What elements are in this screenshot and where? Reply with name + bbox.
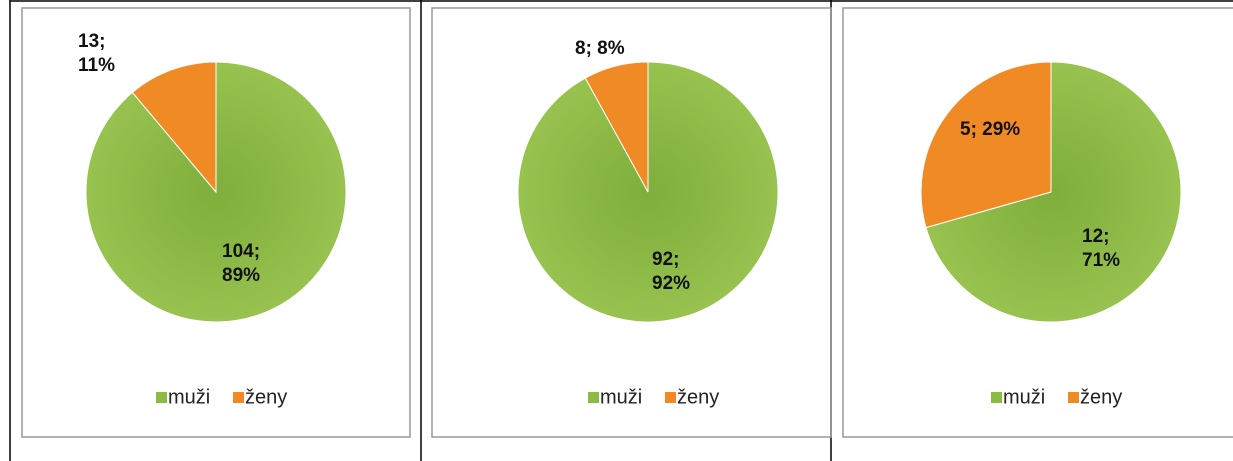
legend-label: muži	[600, 386, 642, 408]
pie-slice	[131, 61, 217, 194]
legend-swatch	[1068, 392, 1079, 403]
legend-swatch	[665, 392, 676, 403]
legend-label: muži	[168, 386, 210, 408]
pie-slice	[584, 61, 649, 193]
data-label: 13; 11%	[78, 31, 115, 76]
chart-frames	[21, 7, 1233, 438]
data-label: 92; 92%	[652, 249, 691, 294]
pie-slice	[517, 61, 779, 323]
legend-swatch	[156, 392, 167, 403]
legend-swatch	[588, 392, 599, 403]
legend-swatch	[233, 392, 244, 403]
pie-slice	[925, 61, 1182, 323]
data-label: 5; 29%	[960, 119, 1021, 140]
pie-slice	[920, 61, 1052, 229]
legend-label: ženy	[677, 386, 719, 408]
data-label: 12; 71%	[1082, 226, 1121, 271]
legend-label: muži	[1003, 386, 1045, 408]
data-label: 8; 8%	[575, 38, 625, 59]
data-label: 104; 89%	[222, 241, 261, 286]
legend-label: ženy	[245, 386, 287, 408]
legend-swatch	[991, 392, 1002, 403]
legend-label: ženy	[1080, 386, 1122, 408]
